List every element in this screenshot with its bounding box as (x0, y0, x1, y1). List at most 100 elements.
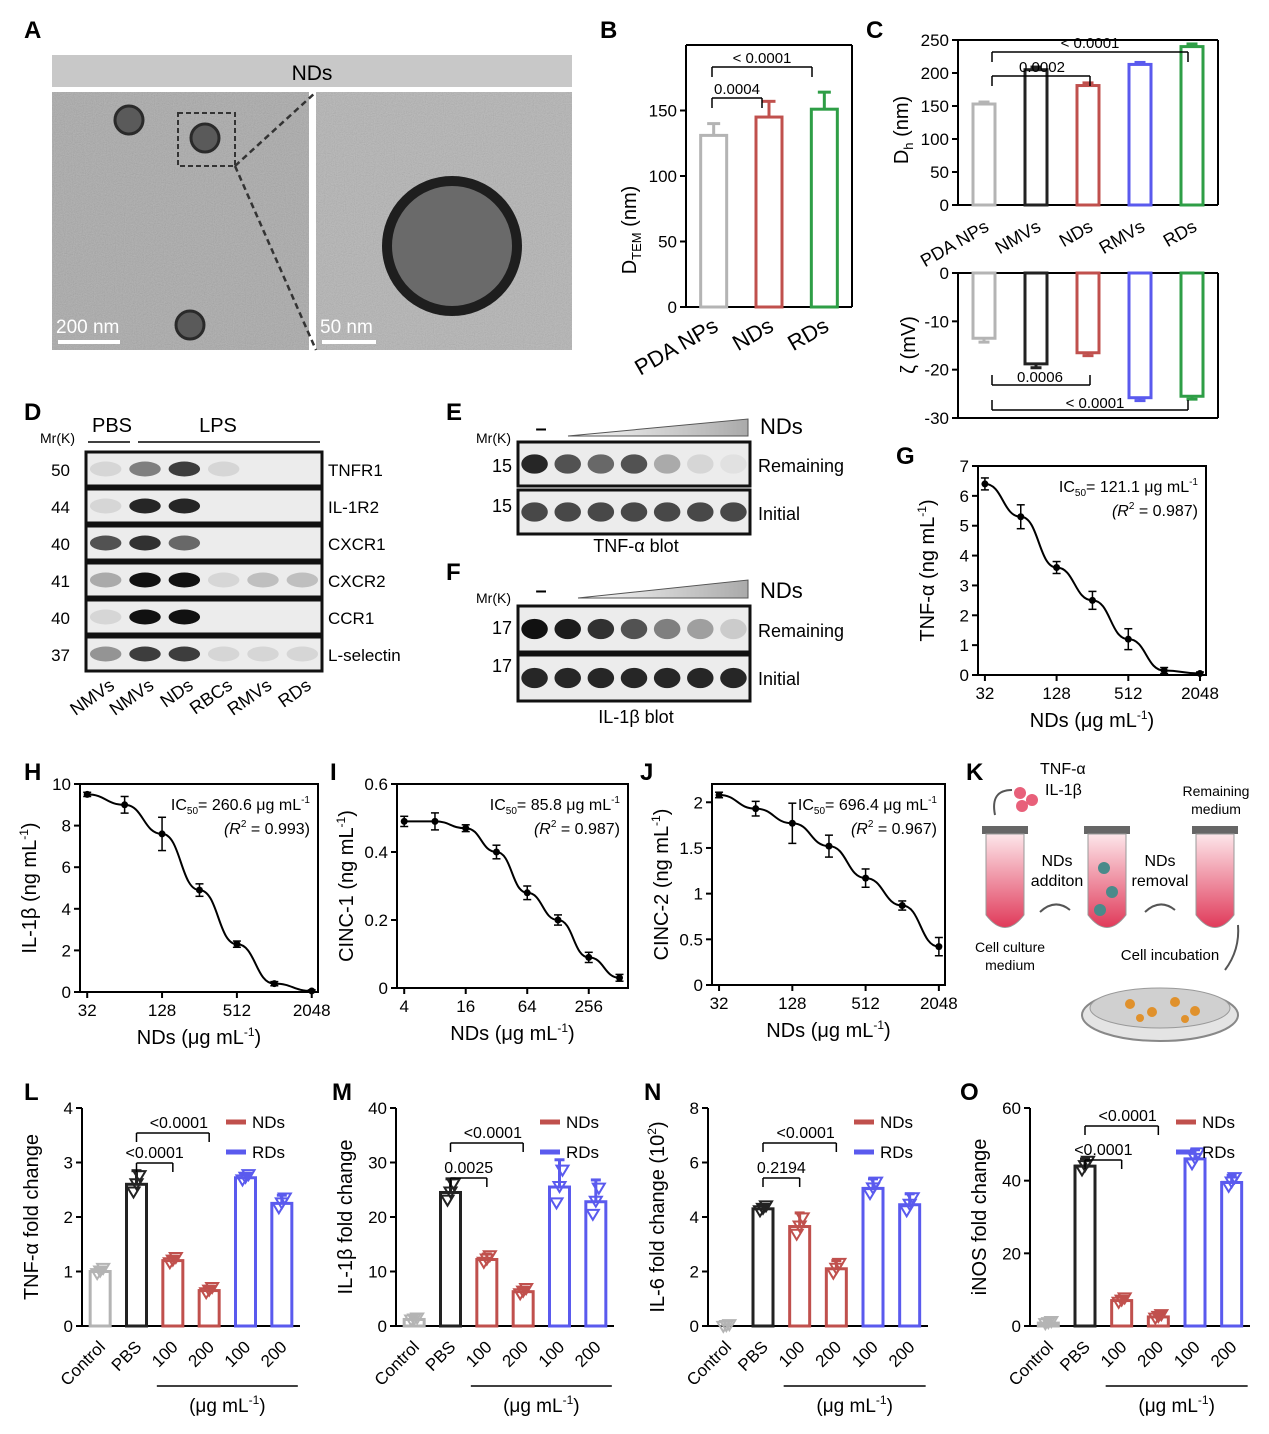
label-part: IC (1059, 479, 1075, 496)
data-point (1124, 635, 1132, 643)
data-point (204, 1281, 220, 1295)
label-part: 2 (645, 1128, 659, 1135)
cell (1190, 1006, 1200, 1016)
panel-letter: H (24, 759, 41, 786)
y-tick-label: 2 (64, 1208, 73, 1227)
y-tick-label: 30 (368, 1154, 387, 1173)
y-tick-label: 1 (64, 1263, 73, 1282)
data-point (165, 1254, 181, 1268)
label-part: = 85.8 μg mL (517, 797, 611, 814)
band (168, 461, 201, 477)
p-value: <0.0001 (150, 1115, 208, 1132)
band (168, 498, 201, 514)
data-point (83, 790, 91, 798)
untreated-lane-mark: – (535, 580, 546, 602)
data-point (512, 1288, 528, 1302)
y-tick-label: 2 (690, 1263, 699, 1282)
lane-label: RMVs (224, 675, 276, 719)
arrow-icon (1039, 903, 1071, 913)
blot-strip (84, 450, 324, 488)
x-tick-label: 100 (462, 1337, 495, 1370)
label-part: (R (1112, 503, 1129, 520)
data-point (201, 1284, 217, 1298)
x-tick-label: 32 (78, 1001, 97, 1020)
label-part: CINC-1 (ng mL (336, 827, 358, 961)
y-tick-label: 0 (668, 298, 677, 317)
x-tick-label: 200 (885, 1337, 918, 1370)
blot-caption: TNF-α blot (593, 536, 678, 556)
bar (699, 133, 729, 309)
x-tick-label: 512 (1114, 684, 1142, 703)
x-tick-label: 100 (148, 1337, 181, 1370)
data-point (1116, 1292, 1133, 1306)
group-unit-label: (μg mL-1) (503, 1393, 580, 1417)
data-point (591, 1182, 607, 1196)
y-tick-label: 150 (649, 102, 677, 121)
bar (1075, 271, 1101, 355)
plot-frame (977, 465, 1207, 676)
band (687, 454, 714, 474)
label-part: NDs (μg mL (766, 1020, 873, 1042)
data-point (400, 817, 408, 825)
panel-k: K TNF-α IL-1β Remaining medium NDs addit… (966, 759, 1249, 1042)
tube-cap (1084, 826, 1130, 834)
y-axis-label: TNF-α fold change (21, 1134, 43, 1300)
mr-label: Mr(K) (476, 430, 511, 446)
x-tick-label: 200 (1134, 1337, 1167, 1370)
y-tick-label: 6 (62, 858, 71, 877)
band (587, 667, 615, 689)
x-tick-label: NDs (1056, 216, 1096, 251)
label-part: = 0.987) (556, 821, 620, 838)
label-part: ) (887, 1396, 893, 1417)
band (247, 646, 279, 662)
label-part: 2 (551, 819, 557, 830)
y-axis-label: iNOS fold change (969, 1139, 991, 1296)
y-tick-label: 0 (690, 1317, 699, 1336)
label-part: 2 (868, 819, 874, 830)
y-tick-label: 3 (64, 1154, 73, 1173)
label-part: -1 (249, 1393, 260, 1407)
data-point (1088, 596, 1096, 604)
western-blot-e: 15 15 Remaining Initial (492, 440, 844, 536)
label-part: ) (573, 1396, 579, 1417)
band (168, 609, 201, 625)
data-point (237, 1171, 254, 1185)
scale-label-right: 50 nm (320, 317, 373, 338)
y-tick-label: 5 (960, 517, 969, 536)
y-axis-label: DTEM (nm) (619, 186, 644, 275)
label-part: (R (851, 821, 868, 838)
ic50-annotation: IC50= 696.4 μg mL-1 (798, 795, 938, 817)
label-part: ) (917, 499, 939, 506)
bar (1127, 62, 1153, 207)
lane-label: NMVs (106, 675, 158, 719)
step-label: Cell incubation (1121, 947, 1219, 964)
x-tick-label: 64 (518, 997, 537, 1016)
x-tick-label: RDs (783, 313, 833, 356)
cell (1170, 997, 1180, 1007)
panel-header-title: NDs (292, 62, 333, 85)
band (89, 572, 122, 588)
x-tick-label: 512 (223, 1001, 251, 1020)
x-tick-label: 256 (575, 997, 603, 1016)
tube-cap (982, 826, 1028, 834)
panel-a: A NDs 200 nm 50 nm (24, 17, 572, 351)
x-tick-label: Control (1005, 1337, 1057, 1389)
data-point (868, 1176, 884, 1190)
data-point (755, 1202, 771, 1216)
band (286, 646, 319, 662)
molecular-weight-label: 40 (51, 609, 70, 628)
data-point (1113, 1294, 1130, 1308)
protein-label: L-selectin (328, 646, 401, 665)
panel-f: F Mr(K) – NDs 17 17 Remaining Initial IL-1β… (446, 559, 844, 727)
x-axis-label: NDs (μg mL-1) (450, 1021, 574, 1045)
legend-label: NDs (880, 1113, 913, 1132)
panel-letter: O (960, 1079, 979, 1106)
fit-curve (719, 793, 940, 948)
legend-label: RDs (1202, 1143, 1235, 1162)
cells (1125, 997, 1200, 1023)
western-blot-f: 17 17 Remaining Initial (492, 604, 844, 703)
